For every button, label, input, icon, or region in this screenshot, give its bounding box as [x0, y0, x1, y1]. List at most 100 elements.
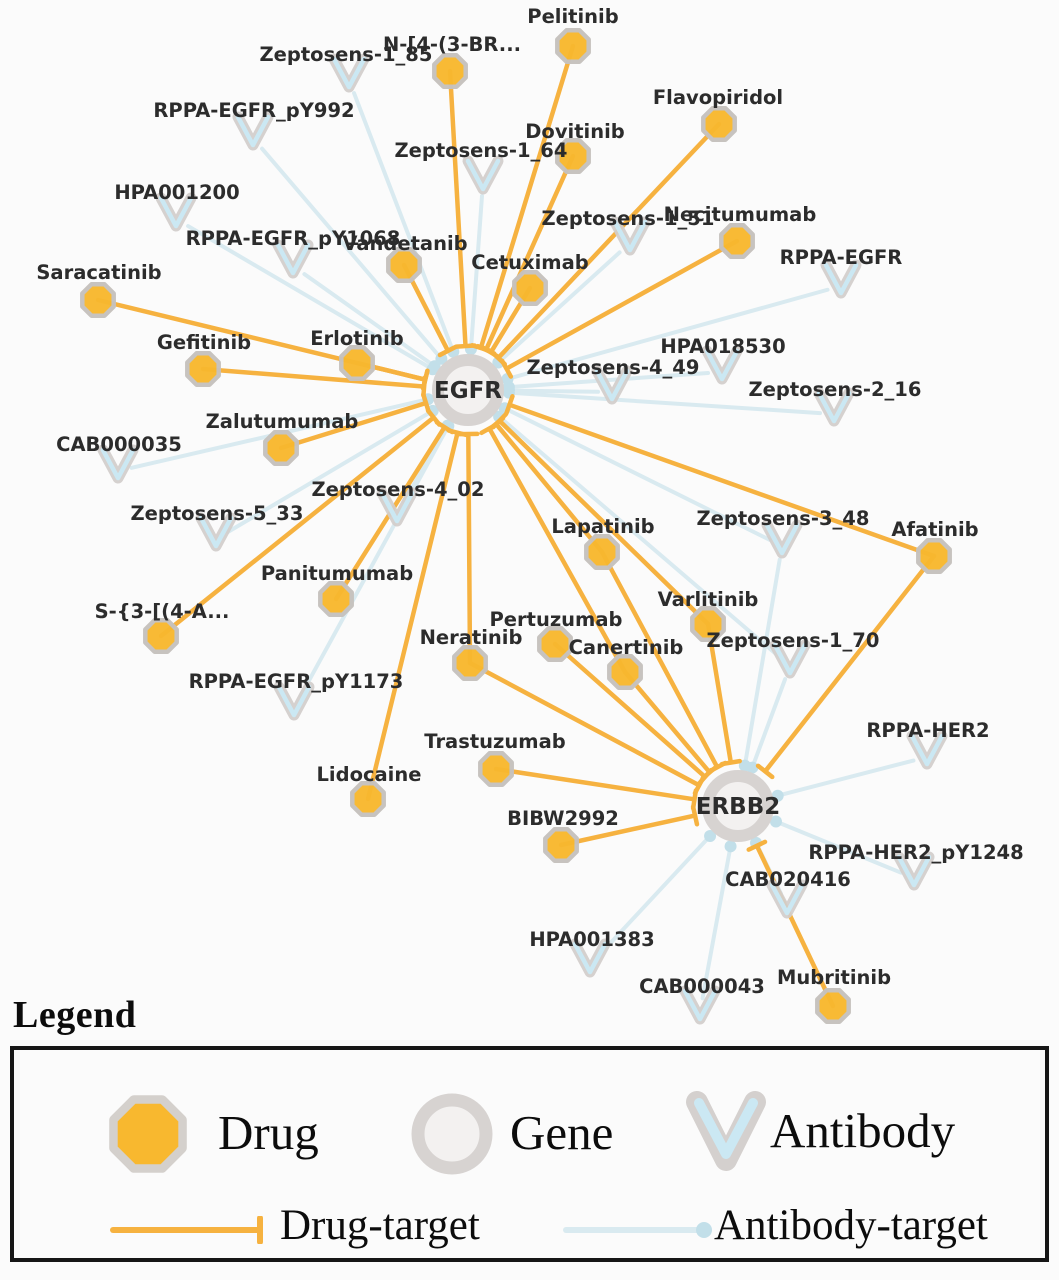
drug-target-edge-tee [490, 412, 509, 430]
node-label: Canertinib [569, 636, 684, 659]
drug-target-edge-tee [504, 394, 515, 416]
drug-node[interactable] [815, 988, 851, 1024]
antibody-target-edge [506, 388, 601, 394]
antibody-target-edge [302, 272, 437, 369]
drug-node[interactable] [512, 270, 548, 306]
antibody-node-inner [823, 262, 859, 296]
antibody-node-inner [612, 219, 648, 253]
antibody-target-edge [468, 193, 484, 352]
node-label: Zeptosens-5_33 [131, 502, 304, 525]
drug-target-edge-tee [690, 804, 700, 827]
node-label: Erlotinib [310, 327, 404, 350]
legend-drug-target-label: Drug-target [280, 1202, 480, 1249]
drug-target-edge-tee [696, 767, 714, 786]
node-label: Lapatinib [551, 515, 654, 538]
node-label: Pertuzumab [489, 608, 622, 631]
gene-node-erbb2[interactable] [702, 770, 774, 842]
drug-node[interactable] [719, 223, 755, 259]
drug-node[interactable] [80, 282, 116, 318]
node-label: HPA001200 [114, 181, 239, 204]
antibody-node-inner [235, 114, 271, 148]
drug-node[interactable] [916, 538, 952, 574]
node-label: Pelitinib [527, 5, 618, 28]
legend-drug-label: Drug [218, 1105, 319, 1160]
antibody-node-inner [764, 522, 800, 556]
node-label: S-{3-[(4-A... [95, 600, 230, 623]
drug-target-edge [479, 43, 576, 349]
node-label: RPPA-EGFR [780, 246, 903, 269]
drug-target-edge-tee [480, 345, 501, 360]
drug-node[interactable] [690, 606, 726, 642]
drug-node[interactable] [339, 345, 375, 381]
drug-target-edge-tee [425, 408, 442, 427]
antibody-node-inner [331, 56, 367, 90]
drug-target-edge-tee [755, 763, 775, 780]
drug-node[interactable] [537, 626, 573, 662]
node-label: Zeptosens-1_64 [395, 139, 568, 162]
drug-node[interactable] [555, 138, 591, 174]
drug-node[interactable] [478, 751, 514, 787]
drug-target-edge-tee [454, 343, 477, 349]
antibody-target-edge [298, 423, 451, 698]
drug-target-edge [365, 432, 460, 802]
antibody-target-edge [186, 224, 435, 372]
node-label: HPA001383 [529, 928, 654, 951]
drug-node[interactable] [143, 618, 179, 654]
drug-target-edge [505, 238, 740, 370]
node-label: Necitumumab [664, 203, 817, 226]
drug-node[interactable] [543, 827, 579, 863]
node-label: CAB000035 [56, 433, 182, 456]
node-label: Varlitinib [658, 588, 759, 611]
antibody-target-edge-endpoint-dot [746, 761, 759, 774]
gene-node-egfr[interactable] [432, 354, 504, 426]
node-label: Trastuzumab [424, 730, 565, 753]
node-label: RPPA-HER2_pY1248 [808, 841, 1023, 864]
drug-target-edge [497, 121, 722, 359]
node-label: Panitumumab [261, 562, 413, 585]
antibody-target-edge [506, 370, 711, 390]
drug-target-edge [467, 660, 700, 787]
antibody-node-inner [100, 447, 136, 481]
drug-target-edge [447, 68, 468, 347]
drug-node[interactable] [386, 247, 422, 283]
drug-node[interactable] [432, 53, 468, 89]
antibody-target-edge [506, 390, 823, 416]
drug-target-edge [764, 553, 937, 773]
drug-target-edge [622, 669, 711, 774]
drug-target-edge-tee [499, 358, 514, 379]
antibody-node-inner [896, 854, 932, 888]
antibody-node-inner [772, 642, 808, 676]
antibody-target-edge [352, 91, 456, 354]
node-label: Gefitinib [157, 331, 251, 354]
drug-node[interactable] [350, 781, 386, 817]
node-label: Zalutumumab [206, 410, 359, 433]
drug-target-edge [509, 403, 937, 559]
antibody-node-inner [816, 390, 852, 424]
antibody-node-inner [158, 195, 194, 229]
drug-node[interactable] [607, 654, 643, 690]
drug-node[interactable] [263, 430, 299, 466]
drug-target-edge [278, 401, 427, 451]
drug-node[interactable] [701, 106, 737, 142]
antibody-target-edge [496, 250, 622, 365]
antibody-target-edge [700, 844, 733, 1001]
drug-node[interactable] [555, 28, 591, 64]
node-label: RPPA-HER2 [866, 719, 989, 742]
antibody-node-inner [572, 941, 608, 975]
drug-target-edge [498, 419, 711, 627]
antibody-target-edge [497, 414, 782, 659]
drug-node[interactable] [584, 534, 620, 570]
drug-target-edge-tee [437, 344, 459, 358]
drug-node[interactable] [452, 645, 488, 681]
node-label: Zeptosens-2_16 [749, 378, 922, 401]
drug-target-edge [705, 621, 733, 763]
drug-node[interactable] [185, 351, 221, 387]
antibody-node-inner [682, 988, 718, 1022]
drug-target-edge [599, 549, 719, 768]
antibody-node-inner [379, 490, 415, 524]
drug-target-edge [158, 416, 435, 639]
antibody-arrow-icon [686, 1091, 766, 1171]
node-label: Vandetanib [342, 232, 467, 255]
antibody-node-inner [594, 368, 630, 402]
drug-node[interactable] [318, 581, 354, 617]
